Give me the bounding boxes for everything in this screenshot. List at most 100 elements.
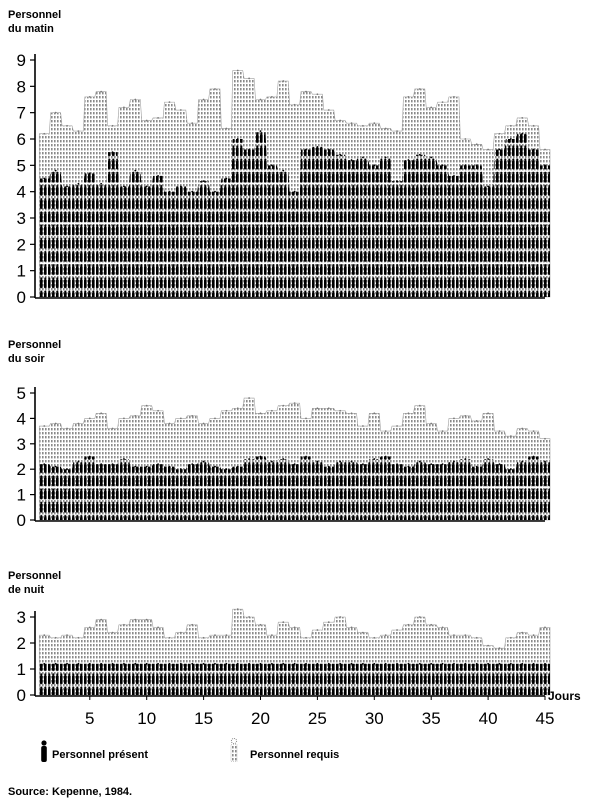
point-required-matin bbox=[43, 132, 46, 135]
y-tick-label-matin: 0 bbox=[17, 288, 26, 307]
point-present-matin bbox=[145, 185, 148, 188]
y-tick-label-matin: 4 bbox=[17, 183, 26, 202]
point-present-matin bbox=[259, 130, 262, 133]
point-present-nuit bbox=[362, 662, 364, 665]
x-tick-label: 20 bbox=[251, 709, 270, 728]
point-present-soir bbox=[77, 460, 80, 463]
point-present-nuit bbox=[214, 662, 216, 665]
point-required-nuit bbox=[157, 626, 159, 629]
point-present-soir bbox=[350, 460, 353, 463]
ylabel-night-line2: de nuit bbox=[8, 584, 45, 596]
point-required-nuit bbox=[362, 631, 364, 634]
point-present-nuit bbox=[521, 662, 524, 665]
point-present-matin bbox=[66, 185, 68, 188]
point-required-matin bbox=[418, 88, 421, 90]
ylabel-morning: Personnel du matin bbox=[8, 8, 61, 36]
point-required-soir bbox=[305, 417, 307, 420]
point-present-soir bbox=[66, 468, 68, 471]
point-required-soir bbox=[464, 414, 467, 417]
point-required-nuit bbox=[134, 618, 137, 621]
point-present-soir bbox=[202, 460, 205, 463]
point-present-matin bbox=[236, 138, 239, 140]
point-required-nuit bbox=[475, 636, 478, 639]
point-present-soir bbox=[191, 463, 194, 466]
point-present-nuit bbox=[179, 662, 182, 665]
point-required-nuit bbox=[123, 623, 125, 626]
ylabel-morning-line2: du matin bbox=[8, 23, 54, 35]
point-required-nuit bbox=[316, 629, 319, 631]
point-required-nuit bbox=[179, 631, 182, 634]
y-tick-label-soir: 5 bbox=[17, 384, 26, 403]
point-required-matin bbox=[214, 88, 216, 90]
point-required-soir bbox=[430, 422, 433, 425]
x-tick-label: 40 bbox=[479, 709, 498, 728]
point-required-matin bbox=[441, 101, 444, 104]
y-tick-label-soir: 4 bbox=[17, 409, 26, 428]
point-required-nuit bbox=[305, 636, 307, 639]
point-present-nuit bbox=[77, 662, 80, 665]
point-present-nuit bbox=[418, 662, 421, 665]
point-present-nuit bbox=[54, 662, 57, 665]
point-present-nuit bbox=[225, 662, 228, 665]
point-required-matin bbox=[66, 124, 68, 127]
point-present-matin bbox=[157, 174, 159, 177]
point-required-matin bbox=[316, 93, 319, 96]
point-present-nuit bbox=[339, 662, 342, 665]
point-required-soir bbox=[441, 430, 444, 432]
point-required-matin bbox=[453, 95, 455, 98]
point-required-matin bbox=[100, 90, 103, 93]
legend-present-label: Personnel présent bbox=[52, 749, 148, 761]
point-required-matin bbox=[202, 98, 205, 101]
point-required-matin bbox=[77, 130, 80, 133]
point-present-soir bbox=[270, 460, 273, 463]
y-tick-label-matin: 2 bbox=[17, 235, 26, 254]
point-required-soir bbox=[248, 397, 251, 399]
point-present-nuit bbox=[168, 662, 171, 665]
x-tick-label: 10 bbox=[137, 709, 156, 728]
point-required-nuit bbox=[236, 608, 239, 611]
point-present-soir bbox=[487, 458, 489, 460]
y-tick-label-matin: 5 bbox=[17, 156, 26, 175]
point-required-matin bbox=[111, 124, 114, 127]
point-present-nuit bbox=[430, 662, 433, 665]
point-required-nuit bbox=[270, 634, 273, 637]
point-present-soir bbox=[327, 465, 330, 468]
point-required-soir bbox=[225, 409, 228, 412]
point-required-nuit bbox=[202, 636, 205, 639]
point-required-matin bbox=[145, 119, 148, 122]
point-present-matin bbox=[407, 159, 410, 161]
point-present-matin bbox=[282, 169, 285, 172]
point-present-soir bbox=[305, 455, 307, 458]
point-required-soir bbox=[418, 404, 421, 407]
point-present-matin bbox=[168, 190, 171, 193]
point-required-nuit bbox=[77, 636, 80, 639]
point-required-soir bbox=[362, 425, 364, 427]
point-required-nuit bbox=[66, 634, 68, 637]
point-required-matin bbox=[282, 80, 285, 82]
point-present-matin bbox=[214, 190, 216, 193]
point-present-matin bbox=[498, 148, 501, 151]
point-required-matin bbox=[487, 148, 489, 151]
point-present-nuit bbox=[236, 662, 239, 665]
point-present-soir bbox=[236, 465, 239, 468]
point-required-soir bbox=[66, 427, 68, 430]
point-required-soir bbox=[396, 425, 398, 427]
point-present-nuit bbox=[384, 662, 387, 665]
point-present-nuit bbox=[373, 662, 376, 665]
point-present-soir bbox=[453, 460, 455, 463]
point-required-nuit bbox=[396, 629, 398, 631]
point-required-soir bbox=[327, 407, 330, 410]
point-present-matin bbox=[384, 156, 387, 159]
point-present-nuit bbox=[248, 662, 251, 665]
point-required-nuit bbox=[532, 634, 535, 637]
point-required-matin bbox=[191, 122, 194, 125]
point-present-nuit bbox=[316, 662, 319, 665]
point-present-soir bbox=[316, 460, 319, 463]
x-tick-label: 15 bbox=[194, 709, 213, 728]
point-required-matin bbox=[475, 143, 478, 146]
point-required-nuit bbox=[248, 616, 251, 618]
point-present-soir bbox=[509, 468, 512, 471]
point-required-nuit bbox=[509, 636, 512, 639]
point-present-soir bbox=[418, 460, 421, 463]
